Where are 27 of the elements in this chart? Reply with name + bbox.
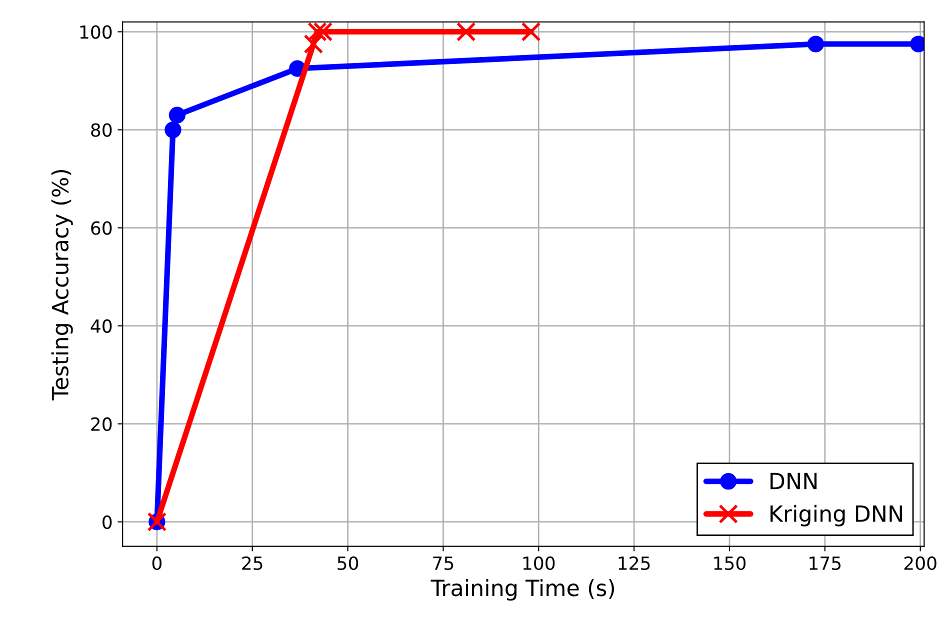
- y-tick-label: 40: [90, 319, 112, 333]
- point: [807, 36, 824, 52]
- x-tick-label: 25: [242, 556, 262, 570]
- point: [304, 34, 324, 54]
- x-tick-label: 0: [152, 556, 162, 570]
- x-axis-title: Training Time (s): [430, 579, 614, 601]
- y-tick-label: 60: [91, 221, 112, 235]
- y-tick-label: 20: [91, 417, 112, 431]
- point: [164, 121, 182, 138]
- x-tick-label: 125: [618, 556, 650, 570]
- x-tick-label: 75: [433, 556, 454, 570]
- point: [313, 22, 333, 42]
- point: [308, 22, 327, 42]
- legend-label: DNN: [770, 472, 817, 490]
- point: [168, 106, 186, 124]
- y-tick-label: 80: [91, 123, 112, 137]
- x-tick-label: 150: [714, 556, 746, 570]
- y-tick-label: 100: [80, 25, 112, 39]
- y-tick-label: 0: [102, 515, 112, 529]
- point: [521, 22, 541, 42]
- x-tick-label: 100: [523, 556, 555, 570]
- y-axis-title: Testing Accuracy (%): [51, 170, 73, 400]
- point: [456, 22, 476, 42]
- x-tick-label: 50: [338, 556, 358, 570]
- legend-label: Kriging DNN: [770, 504, 902, 526]
- x-tick-label: 200: [904, 556, 936, 570]
- x-tick-label: 175: [810, 556, 841, 570]
